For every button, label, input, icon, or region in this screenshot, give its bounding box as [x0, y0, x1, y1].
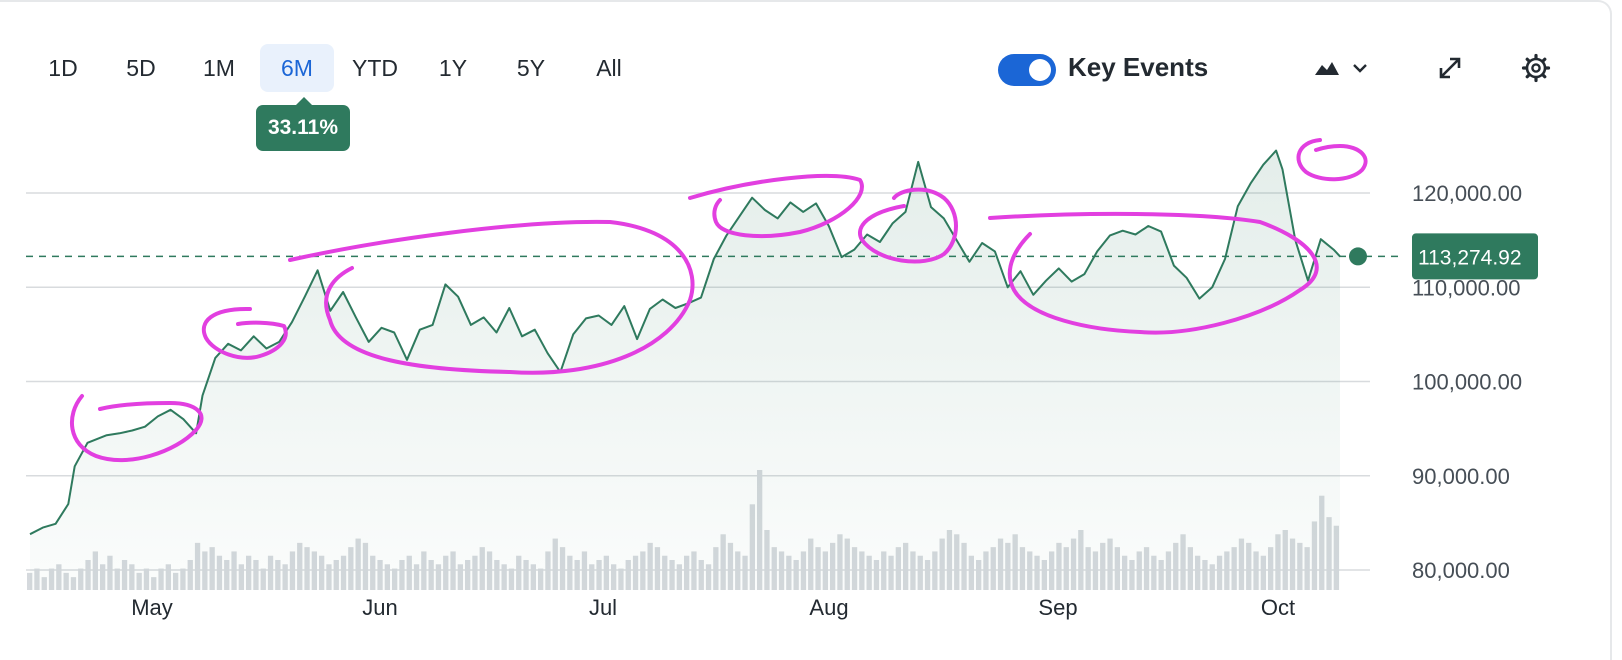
tab-all[interactable]: All — [596, 54, 622, 81]
x-tick-label: Sep — [1038, 595, 1077, 620]
chevron-down-icon — [1353, 64, 1367, 73]
price-area — [30, 150, 1340, 590]
annotation-circle — [688, 174, 864, 239]
x-tick-label: Jul — [589, 595, 617, 620]
current-price-tag: 113,274.92 — [1412, 233, 1538, 280]
volume-bar — [27, 572, 33, 590]
tab-ytd[interactable]: YTD — [352, 54, 398, 81]
x-axis: May Jun Jul Aug Sep Oct — [131, 595, 1295, 620]
tab-5d[interactable]: 5D — [126, 54, 156, 81]
mountain-chart-icon — [1315, 62, 1339, 75]
chart-type-button[interactable] — [1308, 46, 1374, 90]
x-tick-label: Oct — [1261, 595, 1295, 620]
x-tick-label: Jun — [362, 595, 397, 620]
tab-1y[interactable]: 1Y — [438, 54, 468, 81]
expand-icon — [1439, 57, 1461, 79]
current-price-label: 113,274.92 — [1418, 246, 1522, 269]
annotation-circle — [1296, 138, 1368, 182]
annotation-circle — [858, 187, 958, 264]
range-tabs: 1D 5D 1M 6M YTD 1Y 5Y All — [26, 44, 650, 92]
key-events-label: Key Events — [1068, 52, 1209, 82]
current-price-dot — [1349, 247, 1367, 266]
y-tick-label: 100,000.00 — [1412, 370, 1522, 395]
annotation-circle — [201, 306, 288, 360]
y-tick-label: 80,000.00 — [1412, 558, 1510, 583]
hand-drawn-annotations — [69, 138, 1368, 463]
annotation-circle — [288, 219, 695, 375]
x-tick-label: May — [131, 595, 173, 620]
settings-button[interactable] — [1514, 46, 1558, 90]
annotation-circle — [988, 211, 1319, 335]
key-events-toggle[interactable] — [998, 54, 1056, 86]
y-axis: 120,000.00 110,000.00 100,000.00 90,000.00 8… — [1412, 181, 1522, 583]
y-tick-label: 120,000.00 — [1412, 181, 1522, 206]
gear-icon — [1521, 53, 1551, 83]
change-percent-badge: 33.11% — [256, 97, 350, 151]
fullscreen-button[interactable] — [1428, 46, 1472, 90]
y-tick-label: 90,000.00 — [1412, 464, 1510, 489]
y-tick-label: 110,000.00 — [1412, 275, 1520, 300]
tab-6m[interactable]: 6M — [260, 44, 334, 92]
x-tick-label: Aug — [809, 595, 848, 620]
annotation-circle — [69, 394, 204, 463]
toggle-knob — [1029, 59, 1051, 81]
tab-1d[interactable]: 1D — [48, 54, 78, 81]
tab-5y[interactable]: 5Y — [516, 54, 546, 81]
tab-1m[interactable]: 1M — [203, 54, 235, 81]
